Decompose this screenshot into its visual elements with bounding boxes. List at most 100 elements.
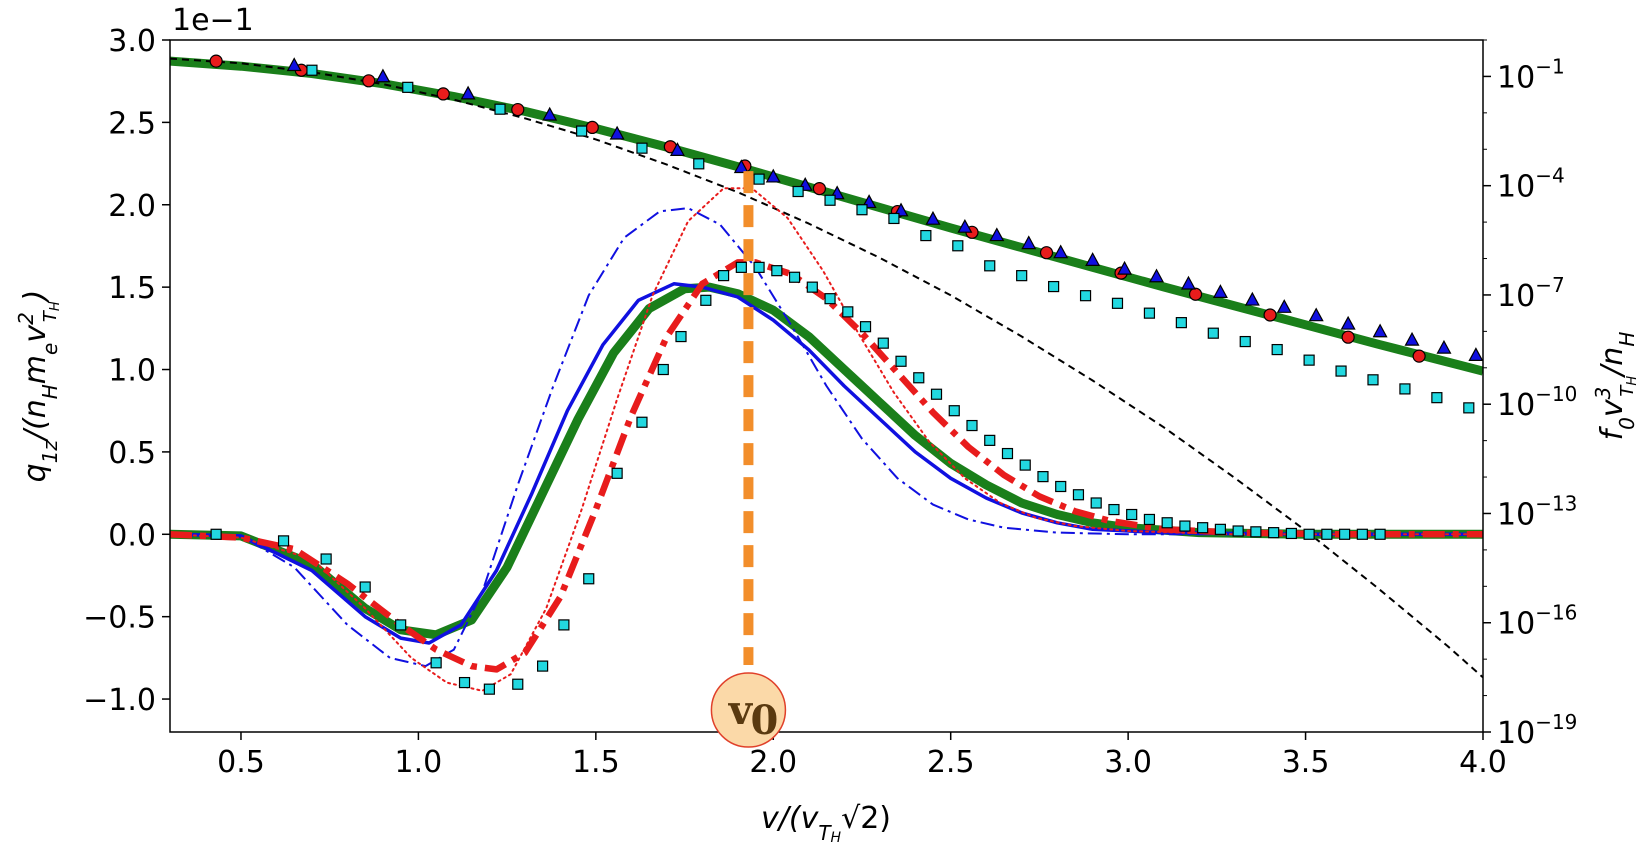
q-marker-cyan-squares-44 xyxy=(1197,522,1209,534)
f-marker-blue-triangles-1 xyxy=(375,68,391,83)
y-tick-label-7: 2.5 xyxy=(108,106,156,141)
f-marker-blue-triangles-18 xyxy=(1117,260,1133,275)
f-marker-cyan-squares-f0-15 xyxy=(1048,280,1060,293)
q-marker-cyan-squares-32 xyxy=(984,434,996,446)
x-tick-label-7: 4.0 xyxy=(1459,745,1507,780)
q-line-red-thick-dash-dot xyxy=(170,259,1483,673)
y-tick-label-6: 2.0 xyxy=(108,189,156,224)
q-marker-cyan-squares-5 xyxy=(430,657,442,669)
y-offset-text: 1e−1 xyxy=(172,3,254,38)
q-marker-cyan-squares-48 xyxy=(1268,527,1280,539)
v0-marker-subscript: 0 xyxy=(751,697,779,744)
f-marker-blue-triangles-4 xyxy=(609,125,625,140)
f-marker-cyan-squares-f0-18 xyxy=(1143,307,1156,319)
x-tick-label-0: 0.5 xyxy=(217,745,265,780)
q-marker-cyan-squares-28 xyxy=(913,372,925,384)
q-marker-cyan-squares-37 xyxy=(1072,489,1085,501)
f-marker-blue-triangles-21 xyxy=(1212,284,1228,298)
q-marker-cyan-squares-47 xyxy=(1250,526,1262,538)
f-marker-cyan-squares-f0-25 xyxy=(1367,374,1379,386)
f-marker-red-circles-5 xyxy=(585,120,599,135)
f-marker-cyan-squares-f0-0 xyxy=(306,64,318,76)
f-marker-blue-triangles-17 xyxy=(1085,252,1101,266)
q-marker-cyan-squares-38 xyxy=(1090,497,1102,509)
y-tick-label-2: 0.0 xyxy=(108,518,156,553)
f-marker-blue-triangles-20 xyxy=(1180,275,1196,290)
q-marker-cyan-squares-39 xyxy=(1108,503,1120,516)
q-marker-cyan-squares-49 xyxy=(1285,527,1297,540)
q-marker-cyan-squares-29 xyxy=(930,388,943,400)
f-marker-red-circles-14 xyxy=(1263,308,1277,322)
f-marker-blue-triangles-29 xyxy=(1468,347,1483,362)
q-marker-cyan-squares-6 xyxy=(458,676,471,689)
f-marker-blue-triangles-0 xyxy=(286,57,302,72)
q-marker-cyan-squares-22 xyxy=(806,281,818,293)
q-marker-cyan-squares-18 xyxy=(735,261,747,273)
f-marker-cyan-squares-f0-2 xyxy=(494,103,506,115)
q-marker-cyan-squares-40 xyxy=(1126,508,1138,521)
f-marker-cyan-squares-f0-20 xyxy=(1207,327,1219,339)
f-marker-cyan-squares-f0-11 xyxy=(920,229,932,242)
f-marker-cyan-squares-f0-19 xyxy=(1175,317,1187,329)
f-marker-blue-triangles-19 xyxy=(1149,268,1165,283)
y-tick-label-8: 3.0 xyxy=(108,24,156,59)
f-marker-blue-triangles-2 xyxy=(460,85,476,100)
f-marker-cyan-squares-f0-24 xyxy=(1335,365,1347,377)
q-marker-cyan-squares-3 xyxy=(359,581,371,593)
f-marker-blue-triangles-25 xyxy=(1340,315,1356,330)
q-marker-cyan-squares-20 xyxy=(771,265,783,277)
f-marker-blue-triangles-26 xyxy=(1372,323,1388,338)
q-marker-cyan-squares-54 xyxy=(1374,528,1386,540)
q-marker-cyan-squares-23 xyxy=(824,293,836,305)
f-marker-cyan-squares-f0-9 xyxy=(856,204,868,216)
q-marker-cyan-squares-46 xyxy=(1232,525,1244,537)
q-line-red-dotted xyxy=(170,187,1483,692)
y-tick-label-0: −1.0 xyxy=(83,683,156,718)
f-marker-cyan-squares-f0-17 xyxy=(1111,297,1124,309)
q-marker-cyan-squares-25 xyxy=(859,321,872,333)
f-marker-cyan-squares-f0-16 xyxy=(1079,290,1092,302)
q-marker-cyan-squares-42 xyxy=(1161,517,1173,529)
f-marker-cyan-squares-f0-8 xyxy=(824,194,836,206)
q-marker-cyan-squares-21 xyxy=(788,271,801,283)
q-marker-cyan-squares-2 xyxy=(320,553,332,565)
f-marker-blue-triangles-24 xyxy=(1308,307,1324,322)
f-marker-cyan-squares-f0-27 xyxy=(1431,392,1443,404)
f-marker-blue-triangles-5 xyxy=(669,142,685,156)
y-right-tick-label-6: 10−19 xyxy=(1497,710,1577,751)
x-tick-label-3: 2.0 xyxy=(749,745,797,780)
q-marker-cyan-squares-53 xyxy=(1356,528,1368,540)
y-right-tick-label-2: 10−7 xyxy=(1497,273,1565,314)
f-marker-cyan-squares-f0-13 xyxy=(984,260,996,272)
f-marker-cyan-squares-f0-21 xyxy=(1239,335,1251,348)
q-marker-cyan-squares-33 xyxy=(1001,447,1014,460)
f-marker-blue-triangles-6 xyxy=(733,159,749,174)
f-marker-blue-triangles-12 xyxy=(925,210,941,225)
q-marker-cyan-squares-16 xyxy=(700,294,712,306)
f-marker-cyan-squares-f0-3 xyxy=(576,125,588,137)
f-marker-blue-triangles-7 xyxy=(765,168,781,183)
f-marker-blue-triangles-22 xyxy=(1244,291,1260,306)
f-marker-cyan-squares-f0-23 xyxy=(1303,354,1315,366)
f-marker-cyan-squares-f0-14 xyxy=(1016,270,1028,282)
f-marker-blue-triangles-3 xyxy=(542,106,558,121)
f-marker-blue-triangles-14 xyxy=(989,227,1005,242)
q-marker-cyan-squares-43 xyxy=(1179,520,1191,532)
y-tick-label-3: 0.5 xyxy=(108,436,156,471)
q-marker-cyan-squares-34 xyxy=(1019,459,1031,471)
q-marker-cyan-squares-15 xyxy=(675,330,687,343)
q-marker-cyan-squares-4 xyxy=(395,619,407,631)
q-marker-cyan-squares-9 xyxy=(537,660,549,672)
q-marker-cyan-squares-31 xyxy=(966,419,978,432)
x-tick-label-2: 1.5 xyxy=(572,745,620,780)
x-tick-label-5: 3.0 xyxy=(1104,745,1152,780)
f-line-green-thick-solid-log-f0 xyxy=(170,56,1483,376)
f-marker-cyan-squares-f0-6 xyxy=(753,173,765,185)
q-marker-cyan-squares-26 xyxy=(877,337,889,349)
y-tick-label-1: −0.5 xyxy=(83,601,156,636)
v0-marker-circle xyxy=(710,672,787,748)
f-marker-blue-triangles-27 xyxy=(1404,331,1420,346)
q-marker-cyan-squares-45 xyxy=(1214,523,1227,535)
q-marker-cyan-squares-24 xyxy=(842,306,854,318)
